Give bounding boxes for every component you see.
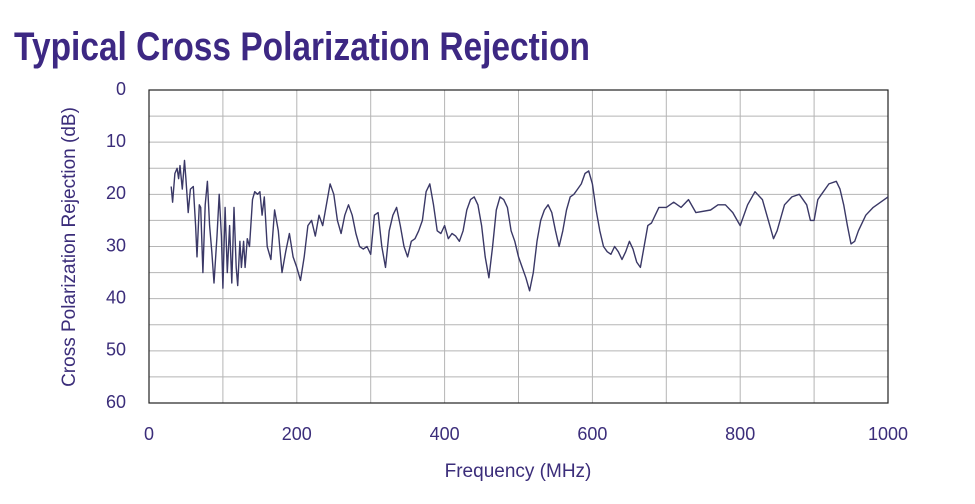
y-tick-label: 30 bbox=[106, 235, 126, 255]
y-tick-label: 20 bbox=[106, 183, 126, 203]
y-tick-label: 10 bbox=[106, 131, 126, 151]
y-tick-label: 40 bbox=[106, 287, 126, 307]
y-tick-label: 0 bbox=[116, 79, 126, 99]
plot-frame bbox=[148, 89, 889, 404]
data-line bbox=[170, 159, 889, 292]
y-axis-title: Cross Polarization Rejection (dB) bbox=[59, 107, 80, 387]
x-tick-label: 800 bbox=[725, 424, 755, 444]
x-tick-label: 1000 bbox=[868, 424, 908, 444]
x-tick-label: 400 bbox=[430, 424, 460, 444]
x-tick-label: 600 bbox=[577, 424, 607, 444]
chart-title: Typical Cross Polarization Rejection bbox=[14, 25, 590, 69]
x-axis-title: Frequency (MHz) bbox=[445, 461, 592, 482]
y-tick-label: 50 bbox=[106, 340, 126, 360]
x-tick-label: 200 bbox=[282, 424, 312, 444]
x-tick-label: 0 bbox=[144, 424, 154, 444]
y-tick-label: 60 bbox=[106, 392, 126, 412]
